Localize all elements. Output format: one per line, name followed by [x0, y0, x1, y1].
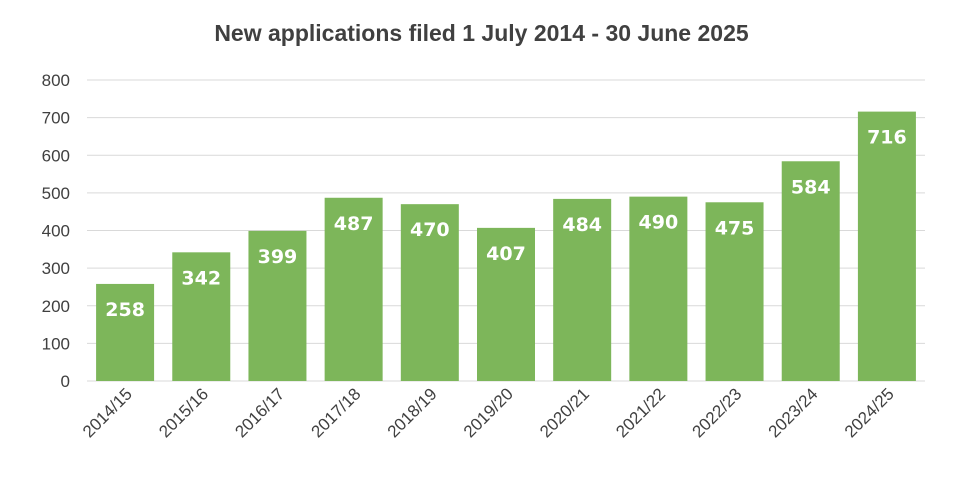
- data-label: 484: [562, 214, 602, 236]
- bar-2016-17: [248, 230, 307, 381]
- bar-2019-20: [477, 227, 535, 381]
- bar-2024-25: [857, 111, 916, 381]
- y-tick-label: 700: [42, 109, 70, 128]
- x-tick-label: 2015/16: [155, 384, 212, 441]
- bar-2015-16: [172, 252, 231, 381]
- x-tick-label: 2017/18: [308, 384, 365, 441]
- y-tick-label: 100: [42, 334, 70, 353]
- data-label: 716: [867, 127, 907, 149]
- x-tick-label: 2019/20: [460, 384, 517, 441]
- y-tick-label: 500: [42, 184, 70, 203]
- x-tick-label: 2020/21: [536, 384, 593, 441]
- data-label: 475: [715, 217, 755, 239]
- data-label: 470: [410, 219, 450, 241]
- data-label: 342: [181, 267, 221, 289]
- bar-2014-15: [96, 283, 155, 381]
- y-tick-label: 400: [42, 222, 70, 241]
- bar-2021-22: [629, 196, 688, 381]
- data-label: 487: [334, 213, 374, 235]
- data-label: 490: [639, 212, 679, 234]
- x-tick-label: 2024/25: [841, 384, 898, 441]
- data-label: 258: [105, 299, 145, 321]
- bar-2020-21: [553, 198, 612, 381]
- chart-title: New applications filed 1 July 2014 - 30 …: [214, 20, 749, 46]
- bar-2022-23: [705, 202, 764, 381]
- y-tick-label: 200: [42, 297, 70, 316]
- bar-2018-19: [400, 204, 459, 381]
- x-tick-label: 2016/17: [231, 384, 288, 441]
- data-label: 399: [258, 246, 298, 268]
- x-tick-label: 2014/15: [79, 384, 136, 441]
- data-label: 407: [486, 243, 526, 265]
- x-tick-label: 2018/19: [384, 384, 441, 441]
- y-tick-label: 0: [61, 372, 70, 391]
- x-tick-label: 2022/23: [688, 384, 745, 441]
- data-label: 584: [791, 176, 831, 198]
- bar-2023-24: [781, 161, 840, 381]
- y-tick-label: 300: [42, 259, 70, 278]
- x-tick-label: 2023/24: [765, 384, 822, 441]
- bar-2017-18: [324, 197, 383, 381]
- y-tick-label: 600: [42, 146, 70, 165]
- y-tick-label: 800: [42, 71, 70, 90]
- x-tick-label: 2021/22: [612, 384, 669, 441]
